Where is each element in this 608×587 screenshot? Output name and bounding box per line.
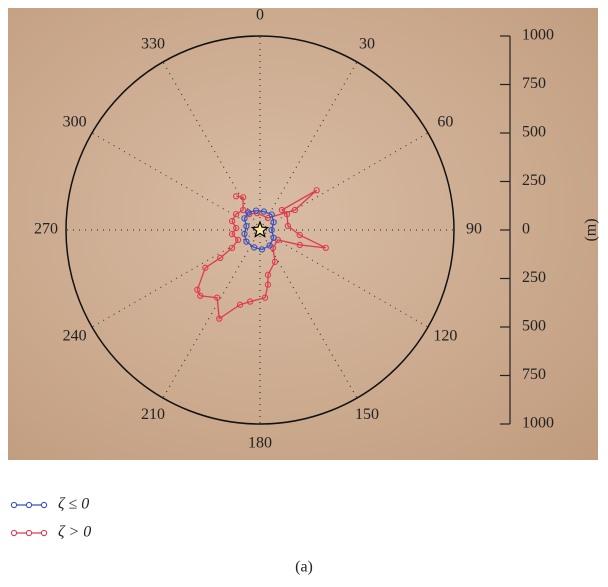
scale-label: 1000 — [522, 27, 554, 44]
angle-label: 210 — [141, 406, 165, 423]
angle-label: 270 — [34, 221, 58, 238]
angle-label: 180 — [248, 435, 272, 452]
chart: (a) 0 30 60 90 120 150 180 210 240 270 300 330 1000 7… — [0, 0, 608, 582]
legend-marker — [26, 502, 31, 507]
scale-label: 500 — [522, 124, 546, 141]
legend-marker — [41, 502, 46, 507]
legend-label: ζ ≤ 0 — [58, 496, 89, 513]
caption: (a) — [295, 559, 313, 576]
scale-label: 500 — [522, 318, 546, 335]
legend-marker — [11, 502, 16, 507]
angle-label: 90 — [466, 221, 482, 238]
page: {"chart_data": {"type": "polar-track", "… — [0, 0, 608, 582]
legend-label: ζ > 0 — [58, 524, 91, 541]
scale-label: 250 — [522, 172, 546, 189]
scale-label: 750 — [522, 75, 546, 92]
scale-label: 1000 — [522, 415, 554, 432]
angle-label: 30 — [359, 35, 375, 52]
scale-unit: (m) — [583, 218, 600, 241]
angle-label: 150 — [355, 406, 379, 423]
angle-label: 60 — [437, 114, 453, 131]
angle-label: 330 — [141, 35, 165, 52]
scale-label: 750 — [522, 366, 546, 383]
angle-label: 120 — [433, 328, 457, 345]
scale-label: 250 — [522, 269, 546, 286]
angle-label: 0 — [256, 7, 264, 24]
legend-marker — [11, 530, 16, 535]
legend-marker — [41, 530, 46, 535]
angle-label: 240 — [63, 328, 87, 345]
legend-marker — [26, 530, 31, 535]
scale-label: 0 — [522, 221, 530, 238]
angle-label: 300 — [63, 114, 87, 131]
